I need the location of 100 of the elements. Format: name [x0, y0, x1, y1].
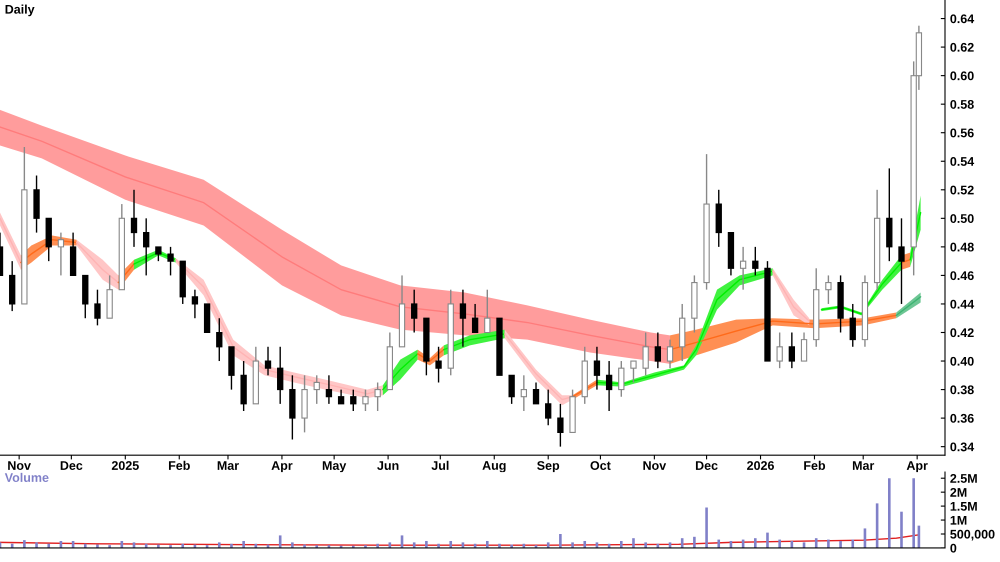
bar	[278, 535, 282, 548]
y-tick-label: 1.5M	[950, 502, 977, 511]
candlestick	[143, 218, 150, 276]
y-tick-label: 0.40	[950, 356, 974, 366]
candlestick	[472, 303, 478, 334]
bar	[534, 545, 538, 548]
candlestick	[362, 388, 369, 412]
candlestick	[618, 360, 624, 398]
y-tick-label: 2M	[950, 488, 966, 497]
candlestick	[594, 346, 600, 390]
bar	[364, 545, 367, 548]
y-tick-label: 0.50	[950, 214, 974, 223]
x-tick-label: Feb	[804, 460, 826, 470]
bar	[169, 545, 172, 548]
candlestick	[642, 332, 649, 376]
bar	[680, 538, 684, 548]
candlestick	[850, 303, 856, 348]
y-tick-label: 0.42	[950, 328, 974, 338]
candlestick	[277, 346, 284, 405]
y-tick-label: 0.64	[950, 14, 974, 24]
candlestick	[460, 288, 466, 348]
candlestick	[508, 374, 515, 405]
bar	[918, 526, 920, 548]
candlestick	[654, 332, 662, 369]
bar	[864, 528, 866, 548]
bar	[717, 540, 720, 548]
x-tick-label: Aug	[482, 461, 506, 472]
candlestick	[788, 332, 796, 369]
bar	[230, 544, 233, 548]
candlestick	[630, 360, 637, 384]
x-tick-label: Oct	[590, 461, 611, 470]
y-tick-label: 2.5M	[950, 474, 977, 483]
x-tick-label: Feb	[168, 460, 190, 470]
bar	[498, 544, 501, 548]
x-tick-label: Nov	[8, 461, 31, 470]
y-tick-label: 0.62	[950, 42, 974, 52]
candlestick	[326, 374, 332, 405]
bar	[851, 540, 854, 548]
bar	[742, 540, 744, 548]
candlestick	[264, 346, 272, 376]
x-tick-label: Nov	[643, 461, 666, 470]
bar	[266, 544, 270, 548]
y-tick-label: 0	[950, 544, 956, 553]
x-tick-label: Dec	[696, 461, 718, 470]
x-tick-label: Jun	[377, 461, 398, 470]
y-tick-label: 0.56	[950, 128, 974, 138]
candlestick	[411, 288, 418, 334]
candlestick	[557, 403, 564, 448]
bar	[668, 542, 672, 548]
candlestick	[216, 318, 222, 362]
y-tick-label: 1M	[950, 516, 966, 525]
candlestick	[130, 189, 138, 248]
candlestick	[532, 382, 540, 405]
candlestick	[314, 374, 320, 405]
x-tick-label: 2025	[112, 461, 139, 470]
y-tick-label: 0.36	[950, 414, 974, 423]
bar	[132, 542, 136, 548]
x-tick-label: May	[322, 461, 346, 472]
bar	[400, 535, 404, 548]
candlestick	[666, 338, 674, 369]
candlestick	[350, 388, 356, 412]
bar	[912, 478, 915, 548]
y-tick-label: 0.52	[950, 186, 974, 194]
y-tick-label: 0.54	[950, 157, 974, 166]
bar	[35, 542, 38, 548]
bar	[814, 538, 818, 548]
bar	[23, 540, 26, 548]
bar	[705, 508, 708, 548]
y-tick-label: 0.58	[950, 100, 974, 109]
line-series	[0, 534, 920, 546]
bar	[888, 478, 891, 548]
bar	[754, 538, 757, 548]
candlestick	[800, 332, 808, 362]
bar	[766, 532, 769, 548]
candlestick	[192, 288, 198, 319]
x-tick-label: Mar	[218, 461, 239, 470]
x-tick-label: Apr	[271, 461, 293, 472]
candlestick	[898, 218, 905, 305]
chart-title: Volume	[4, 472, 49, 482]
candlestick	[338, 388, 344, 405]
candlestick	[752, 246, 758, 276]
x-tick-label: Mar	[852, 461, 874, 470]
candlestick	[776, 332, 783, 369]
bar	[876, 503, 878, 548]
candlestick	[520, 374, 528, 412]
y-tick-label: 500,000	[950, 530, 995, 540]
bar	[632, 538, 635, 548]
y-tick-label: 0.38	[950, 385, 974, 394]
candlestick	[94, 288, 101, 326]
x-tick-label: Jul	[431, 460, 448, 470]
candlestick	[545, 388, 552, 426]
y-tick-label: 0.48	[950, 242, 974, 252]
bar	[827, 540, 830, 548]
candlestick	[155, 246, 162, 262]
x-tick-label: Sep	[537, 461, 560, 472]
y-tick-label: 0.44	[950, 300, 974, 309]
candlestick	[435, 346, 442, 384]
candlestick	[825, 274, 832, 305]
candlestick	[58, 232, 64, 276]
chart-title: Daily	[6, 4, 35, 16]
